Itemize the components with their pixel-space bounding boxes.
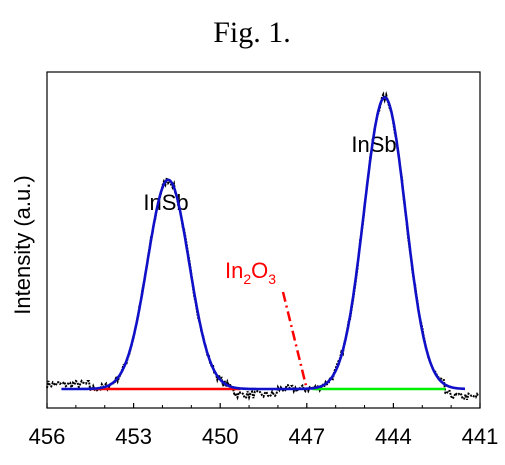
oxide-label-base: In — [225, 258, 243, 283]
plot-frame — [46, 71, 481, 409]
x-tick-label: 456 — [29, 424, 66, 449]
oxide-label-sub1: 2 — [243, 271, 251, 287]
x-tick-label: 450 — [202, 424, 239, 449]
oxide-label: In2O3 — [225, 258, 276, 287]
x-tick-label: 441 — [462, 424, 499, 449]
y-axis-label: Intensity (a.u.) — [10, 175, 35, 314]
figure-title: Fig. 1. — [213, 16, 291, 49]
x-tick-label: 444 — [375, 424, 412, 449]
x-axis-ticks: 456 453 450 447 444 441 — [29, 403, 499, 449]
fit-series — [61, 96, 465, 391]
plot-area — [46, 71, 481, 409]
oxide-leader-line — [281, 291, 309, 390]
x-tick-label: 447 — [288, 424, 325, 449]
oxide-label-mid: O — [251, 258, 268, 283]
peak-label-1: InSb — [143, 190, 188, 215]
x-tick-label: 453 — [115, 424, 152, 449]
data-series — [46, 91, 480, 401]
chart-marks — [46, 91, 480, 401]
oxide-label-sub2: 3 — [268, 271, 276, 287]
